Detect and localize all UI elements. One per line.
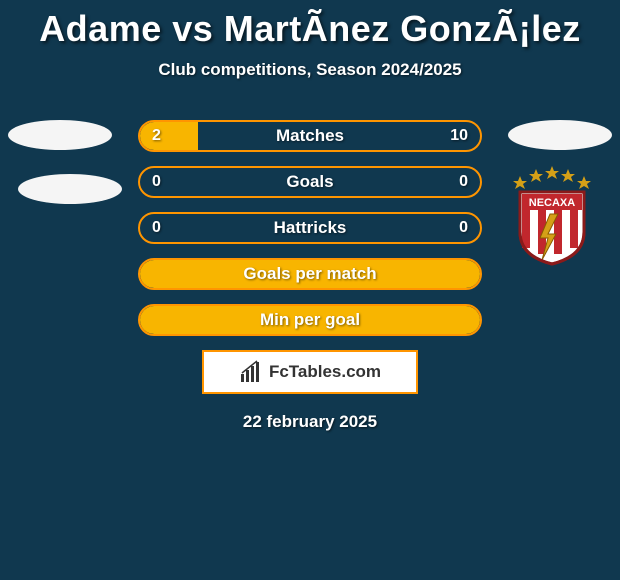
stat-left-value: 0 bbox=[152, 219, 161, 237]
stat-label: Min per goal bbox=[260, 310, 360, 330]
stat-label: Matches bbox=[276, 126, 344, 146]
stat-right-value: 0 bbox=[459, 219, 468, 237]
stat-label: Goals bbox=[286, 172, 333, 192]
player1-avatar-placeholder bbox=[8, 120, 112, 150]
stat-row-goals-per-match: Goals per match bbox=[138, 258, 482, 290]
stat-left-value: 2 bbox=[152, 127, 161, 145]
infographic-container: Adame vs MartÃ­nez GonzÃ¡lez Club compet… bbox=[0, 0, 620, 432]
stat-label: Goals per match bbox=[243, 264, 376, 284]
stats-area: NECAXA 2 Matches 10 0 bbox=[0, 120, 620, 432]
stat-row-min-per-goal: Min per goal bbox=[138, 304, 482, 336]
stat-left-value: 0 bbox=[152, 173, 161, 191]
stat-right-value: 0 bbox=[459, 173, 468, 191]
stat-row-hattricks: 0 Hattricks 0 bbox=[138, 212, 482, 244]
player2-club-badge: NECAXA bbox=[500, 164, 604, 268]
date-text: 22 february 2025 bbox=[0, 412, 620, 432]
player1-club-placeholder bbox=[18, 174, 122, 204]
page-subtitle: Club competitions, Season 2024/2025 bbox=[0, 60, 620, 80]
badge-text: NECAXA bbox=[529, 197, 576, 209]
player2-avatar-placeholder bbox=[508, 120, 612, 150]
page-title: Adame vs MartÃ­nez GonzÃ¡lez bbox=[0, 8, 620, 50]
chart-icon bbox=[239, 360, 263, 384]
brand-text: FcTables.com bbox=[269, 362, 381, 382]
stat-row-goals: 0 Goals 0 bbox=[138, 166, 482, 198]
stat-row-matches: 2 Matches 10 bbox=[138, 120, 482, 152]
brand-box[interactable]: FcTables.com bbox=[202, 350, 418, 394]
stat-fill-left bbox=[140, 122, 198, 150]
stat-label: Hattricks bbox=[274, 218, 347, 238]
stat-right-value: 10 bbox=[450, 127, 468, 145]
